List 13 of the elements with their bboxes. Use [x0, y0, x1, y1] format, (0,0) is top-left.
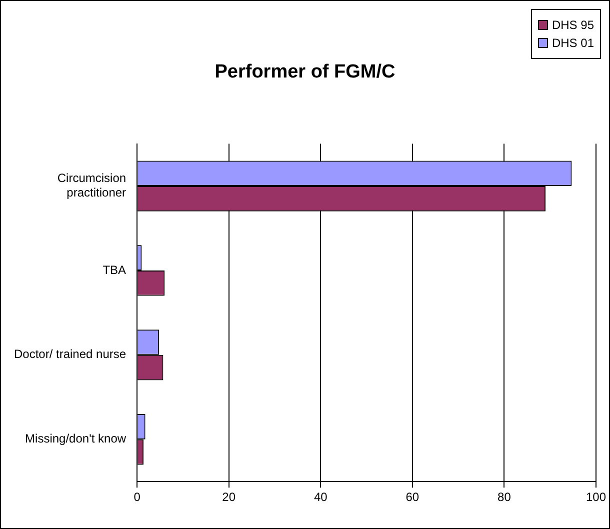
x-tick-label: 0 — [134, 490, 141, 504]
legend-label: DHS 95 — [550, 18, 594, 32]
y-tick-label: Circumcision practitioner — [57, 171, 126, 200]
legend-label: DHS 01 — [550, 36, 594, 50]
x-tick-label: 20 — [222, 490, 236, 504]
chart-title: Performer of FGM/C — [214, 62, 396, 83]
y-tick-label: Doctor/ trained nurse — [14, 347, 126, 362]
x-tick-label: 80 — [498, 490, 512, 504]
y-tick-label: Missing/don't know — [25, 432, 126, 446]
x-tick-label: 60 — [406, 490, 420, 504]
x-tick-label: 100 — [586, 490, 606, 504]
x-tick-label: 40 — [314, 490, 328, 504]
y-tick-label: TBA — [102, 262, 126, 277]
